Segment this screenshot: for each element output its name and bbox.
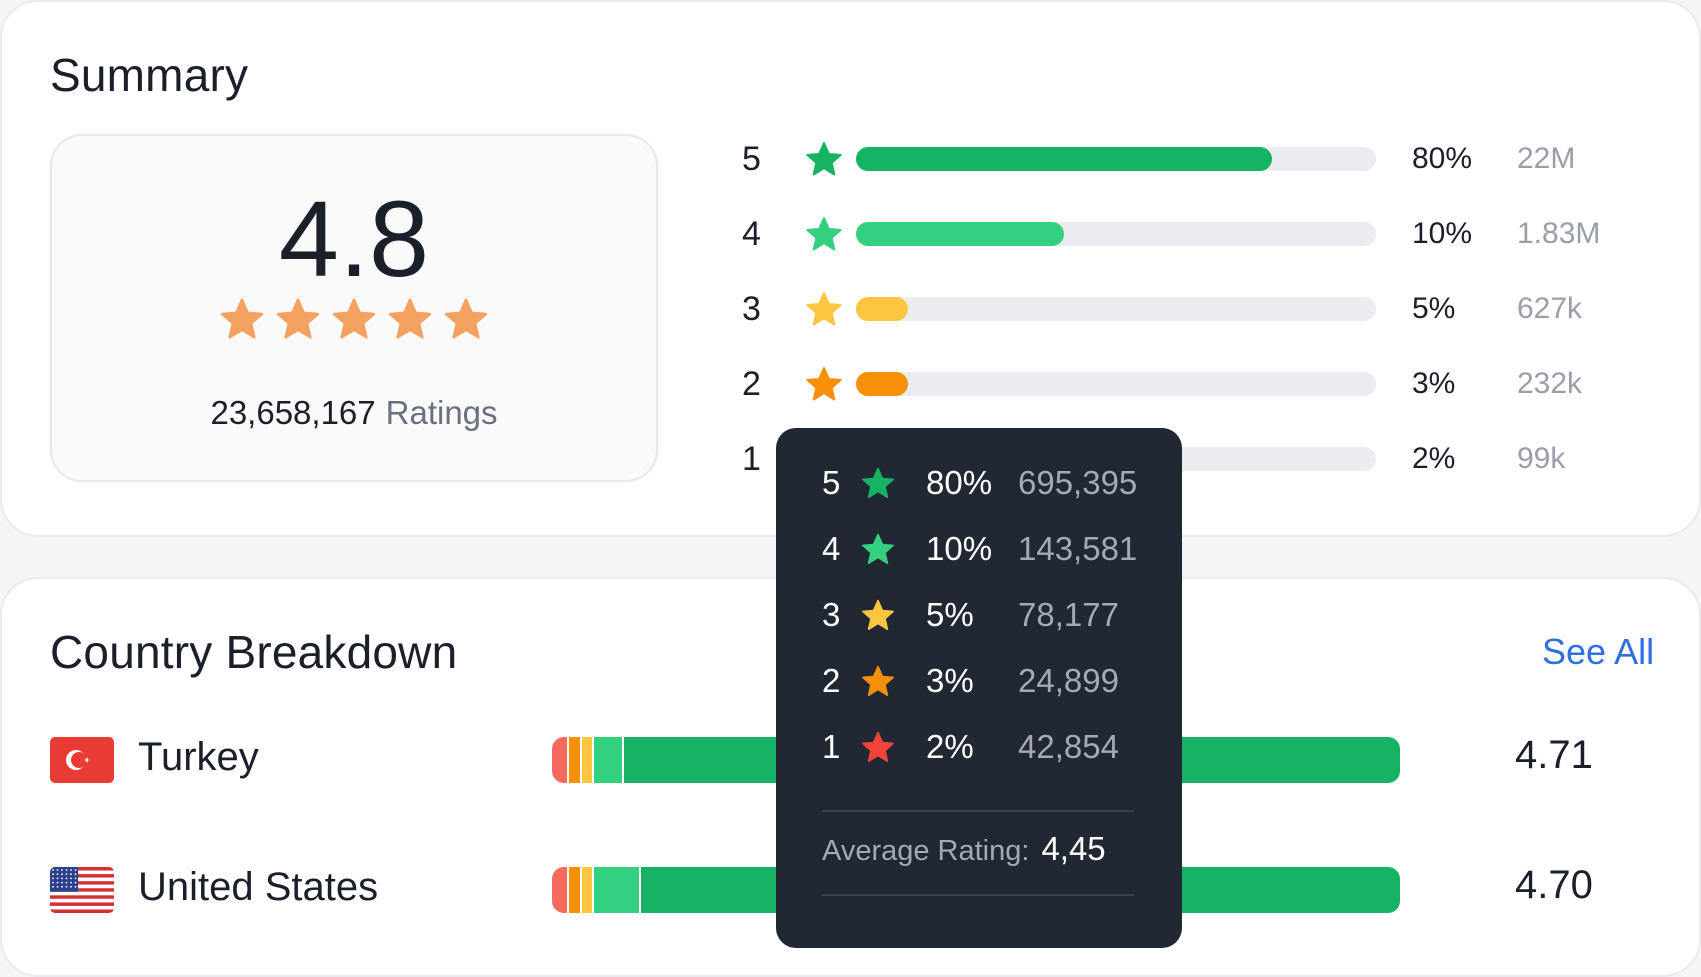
- tooltip-star-number: 2: [822, 662, 841, 699]
- star-icon: [806, 217, 842, 251]
- rating-tooltip: 5 80% 695,395 4 10% 143,581 3 5% 78,177 2 3% 24,899…: [776, 428, 1182, 948]
- country-bar-segment: [594, 737, 625, 783]
- average-stars: [52, 296, 656, 349]
- distribution-star-number: 4: [742, 215, 761, 253]
- star-icon: [220, 298, 264, 339]
- country-bar-segment: [594, 867, 642, 913]
- star-icon: [862, 665, 894, 696]
- distribution-row[interactable]: 5 80% 22M: [742, 132, 1642, 192]
- tooltip-row: 5 80% 695,395: [822, 458, 1162, 514]
- country-bar-segment: [581, 867, 595, 913]
- tooltip-percent: 10%: [926, 530, 993, 567]
- distribution-star-number: 2: [742, 365, 761, 403]
- tooltip-row: 2 3% 24,899: [822, 656, 1162, 712]
- us-flag-icon: [50, 867, 114, 913]
- tooltip-row: 1 2% 42,854: [822, 722, 1162, 778]
- average-rating-box: 4.8 23,658,167 Ratings: [50, 134, 658, 482]
- country-row[interactable]: Turkey 4.71: [50, 727, 1650, 797]
- star-icon: [862, 533, 894, 564]
- star-icon: [806, 367, 842, 401]
- distribution-count: 1.83M: [1517, 217, 1601, 250]
- distribution-percent: 2%: [1412, 442, 1456, 475]
- star-icon: [332, 298, 376, 339]
- tooltip-star-number: 5: [822, 464, 841, 501]
- country-breakdown-title: Country Breakdown: [50, 626, 458, 678]
- tooltip-average-label: Average Rating:: [822, 835, 1030, 867]
- ratings-total: 23,658,167 Ratings: [52, 394, 656, 432]
- tooltip-row: 4 10% 143,581: [822, 524, 1162, 580]
- distribution-percent: 80%: [1412, 142, 1473, 175]
- distribution-bar: [856, 222, 1376, 246]
- distribution-star-number: 5: [742, 140, 761, 178]
- distribution-bar-fill: [856, 222, 1064, 246]
- country-bar-segment: [581, 737, 595, 783]
- country-bar-segment: [568, 867, 582, 913]
- star-icon: [444, 298, 488, 339]
- tooltip-count: 143,581: [1018, 530, 1138, 567]
- country-bar-segment: [552, 867, 569, 913]
- tooltip-percent: 2%: [926, 728, 974, 765]
- tooltip-star-number: 3: [822, 596, 841, 633]
- distribution-count: 232k: [1517, 367, 1583, 400]
- tooltip-count: 695,395: [1018, 464, 1138, 501]
- distribution-count: 99k: [1517, 442, 1566, 475]
- tooltip-percent: 5%: [926, 596, 974, 633]
- tooltip-star-number: 1: [822, 728, 841, 765]
- star-icon: [862, 599, 894, 630]
- distribution-bar-fill: [856, 372, 908, 396]
- average-score: 4.8: [278, 178, 430, 299]
- distribution-bar-fill: [856, 297, 908, 321]
- country-score: 4.71: [1515, 733, 1593, 777]
- distribution-count: 22M: [1517, 142, 1576, 175]
- distribution-percent: 5%: [1412, 292, 1456, 325]
- distribution-row[interactable]: 2 3% 232k: [742, 357, 1642, 417]
- country-name: United States: [138, 865, 379, 909]
- distribution-percent: 3%: [1412, 367, 1456, 400]
- distribution-row[interactable]: 3 5% 627k: [742, 282, 1642, 342]
- star-icon: [806, 292, 842, 326]
- distribution-star-number: 3: [742, 290, 761, 328]
- star-icon: [862, 731, 894, 762]
- distribution-bar: [856, 147, 1376, 171]
- tooltip-count: 78,177: [1018, 596, 1119, 633]
- tooltip-row: 3 5% 78,177: [822, 590, 1162, 646]
- summary-title: Summary: [50, 49, 249, 101]
- distribution-percent: 10%: [1412, 217, 1473, 250]
- see-all-link[interactable]: See All: [1542, 631, 1655, 672]
- tooltip-star-number: 4: [822, 530, 841, 567]
- tooltip-count: 24,899: [1018, 662, 1119, 699]
- distribution-row[interactable]: 4 10% 1.83M: [742, 207, 1642, 267]
- distribution-star-number: 1: [742, 440, 761, 478]
- distribution-bar: [856, 297, 1376, 321]
- star-icon: [276, 298, 320, 339]
- distribution-bar: [856, 372, 1376, 396]
- tooltip-average-value: 4,45: [1041, 830, 1106, 867]
- tooltip-count: 42,854: [1018, 728, 1119, 765]
- star-icon: [806, 142, 842, 176]
- country-bar-segment: [552, 737, 569, 783]
- star-icon: [388, 298, 432, 339]
- country-bar-segment: [568, 737, 582, 783]
- star-icon: [862, 467, 894, 498]
- ratings-label: Ratings: [385, 394, 498, 431]
- tooltip-average: Average Rating: 4,45: [822, 830, 1106, 868]
- country-score: 4.70: [1515, 863, 1593, 907]
- tooltip-divider: [822, 810, 1134, 812]
- tooltip-divider: [822, 894, 1134, 896]
- tooltip-percent: 3%: [926, 662, 974, 699]
- ratings-count: 23,658,167: [210, 394, 376, 431]
- distribution-bar-fill: [856, 147, 1272, 171]
- distribution-count: 627k: [1517, 292, 1583, 325]
- turkey-flag-icon: [50, 737, 114, 783]
- country-name: Turkey: [138, 735, 259, 779]
- tooltip-percent: 80%: [926, 464, 993, 501]
